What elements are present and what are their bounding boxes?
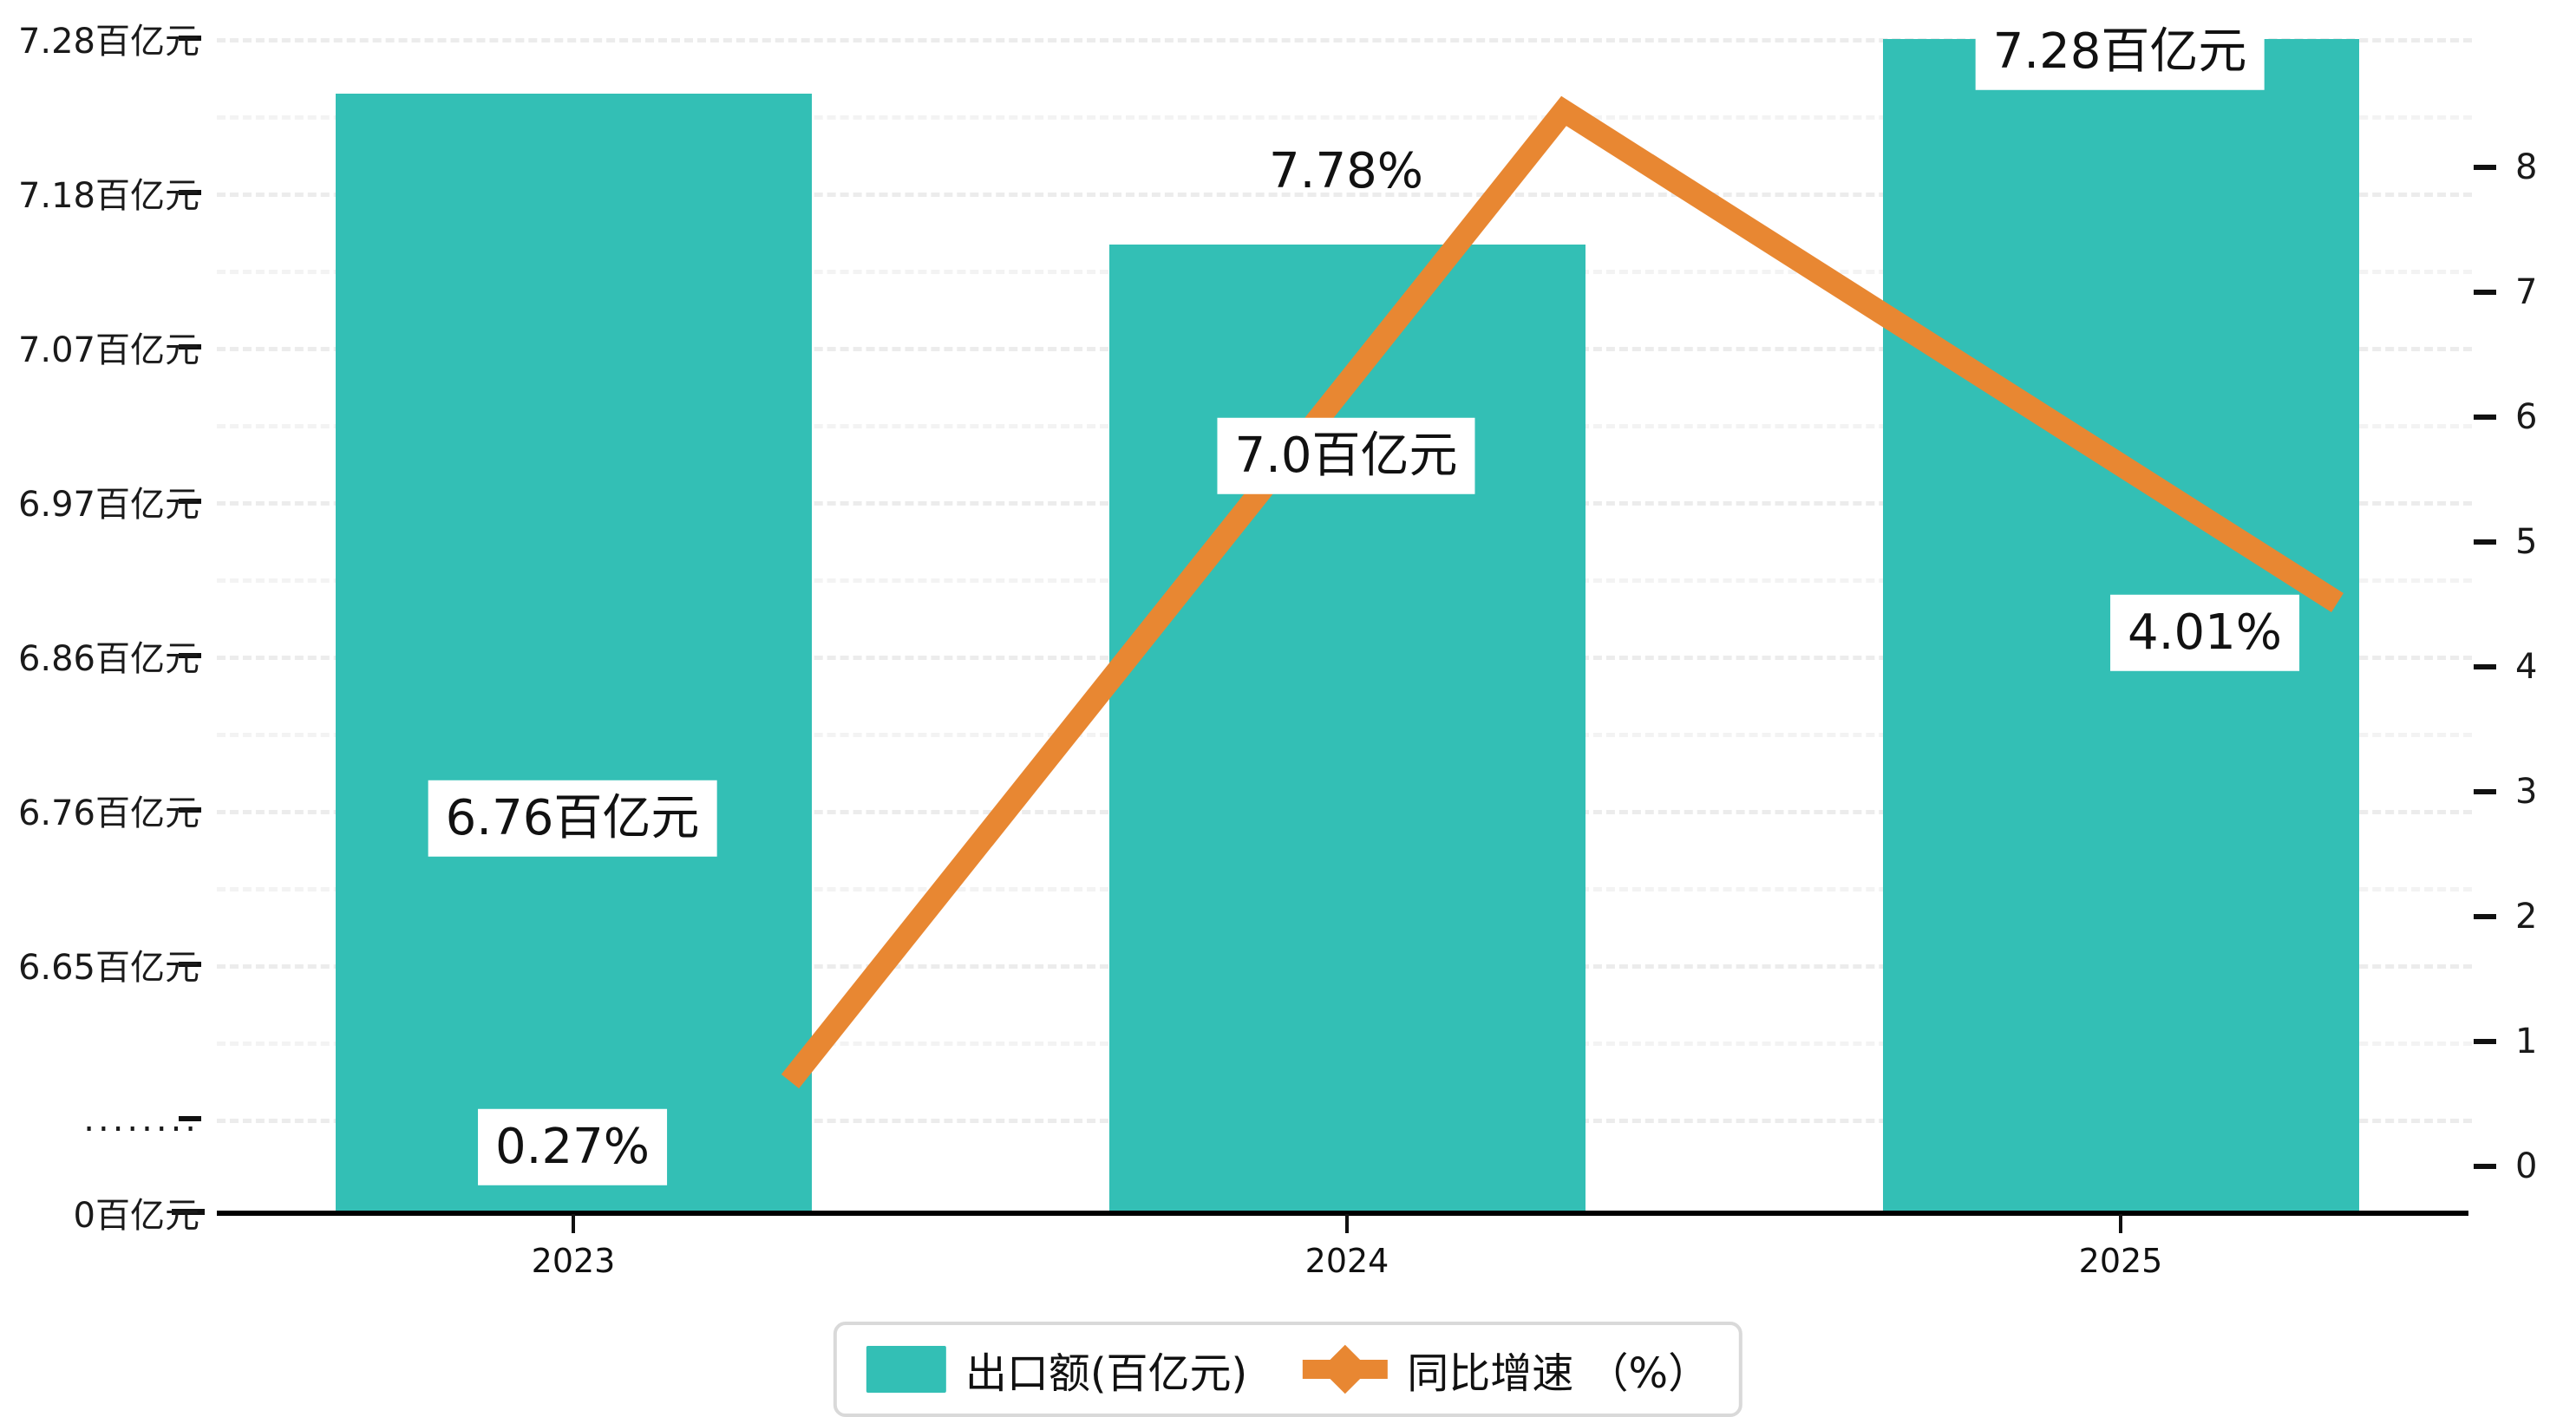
y-tick-mark (179, 190, 201, 195)
y-tick-label-6-97: 6.97百亿元 (17, 485, 199, 525)
y-tick-label-0: 0百亿元 (73, 1196, 199, 1236)
y-axis-break-tick-mark (179, 1116, 201, 1121)
legend-item-export-value[interactable]: 出口额(百亿元) (866, 1339, 1247, 1400)
y-tick-mark (179, 36, 201, 41)
right-y-tick-label-8: 8 (2515, 147, 2538, 187)
legend-label-export-value: 出口额(百亿元) (964, 1349, 1248, 1398)
bar-value-label-2023: 6.76百亿元 (428, 780, 717, 858)
right-y-tick-mark (2474, 165, 2496, 170)
gridline-major (217, 38, 2472, 42)
right-y-tick-mark (2474, 789, 2496, 794)
y-tick-mark-zero (172, 1209, 205, 1215)
right-y-tick-label-5: 5 (2515, 522, 2538, 562)
bar-2023[interactable] (336, 94, 812, 1212)
bar-value-label-2024: 7.0百亿元 (1217, 417, 1475, 495)
line-value-label-2025: 4.01% (2110, 594, 2299, 672)
line-value-label-2024: 7.78% (1269, 142, 1423, 199)
y-tick-label-6-76: 6.76百亿元 (17, 793, 199, 833)
right-y-tick-mark (2474, 539, 2496, 545)
y-tick-mark (179, 499, 201, 504)
x-tick-label-2025: 2025 (2078, 1242, 2163, 1280)
legend-item-growth-rate[interactable]: 同比增速 （%） (1303, 1339, 1710, 1400)
right-y-tick-mark (2474, 664, 2496, 669)
y-tick-label-7-07: 7.07百亿元 (17, 330, 199, 370)
x-tick-label-2024: 2024 (1304, 1242, 1389, 1280)
right-y-tick-label-7: 7 (2515, 272, 2538, 312)
y-tick-label-7-28: 7.28百亿元 (17, 22, 199, 62)
x-axis-line (217, 1211, 2468, 1216)
y-tick-label-6-86: 6.86百亿元 (17, 639, 199, 679)
right-y-tick-mark (2474, 914, 2496, 919)
legend-label-growth-rate: 同比增速 （%） (1407, 1349, 1710, 1398)
right-y-tick-label-2: 2 (2515, 897, 2538, 937)
right-y-tick-mark (2474, 415, 2496, 420)
x-tick-label-2023: 2023 (531, 1242, 616, 1280)
y-tick-label-6-65: 6.65百亿元 (17, 948, 199, 988)
bar-2024[interactable] (1109, 245, 1585, 1212)
y-axis-break-label: ........ (83, 1100, 199, 1139)
y-tick-mark (179, 653, 201, 658)
y-tick-mark (179, 344, 201, 349)
x-tick-2025 (2119, 1214, 2122, 1233)
right-y-tick-mark (2474, 290, 2496, 295)
line-value-label-2023: 0.27% (478, 1108, 667, 1186)
x-tick-2023 (572, 1214, 575, 1233)
legend-line-marker-icon (1303, 1344, 1389, 1394)
y-tick-mark (179, 962, 201, 967)
legend-swatch-bar-icon (866, 1346, 946, 1393)
right-y-tick-label-3: 3 (2515, 772, 2538, 812)
right-y-tick-mark (2474, 1164, 2496, 1169)
right-y-tick-mark (2474, 1039, 2496, 1044)
right-y-tick-label-6: 6 (2515, 397, 2538, 437)
y-tick-label-7-18: 7.18百亿元 (17, 176, 199, 216)
chart-legend: 出口额(百亿元) 同比增速 （%） (833, 1322, 1743, 1417)
right-y-tick-label-4: 4 (2515, 647, 2538, 687)
y-tick-mark (179, 807, 201, 813)
bar-value-label-2025: 7.28百亿元 (1975, 13, 2265, 91)
right-y-tick-label-0: 0 (2515, 1146, 2538, 1186)
x-tick-2024 (1345, 1214, 1349, 1233)
right-y-tick-label-1: 1 (2515, 1022, 2538, 1061)
